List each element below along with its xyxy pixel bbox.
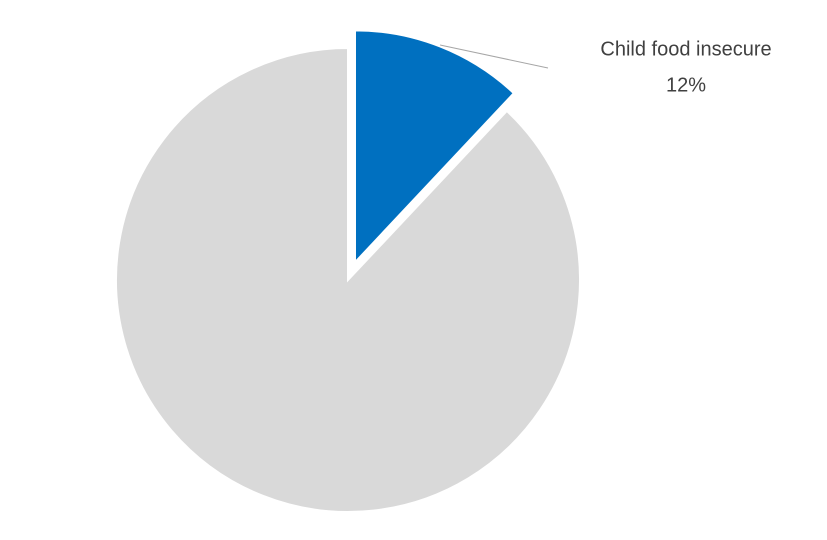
slice-label: Child food insecure	[600, 38, 771, 60]
pie-slice	[115, 46, 581, 513]
slice-value-label: 12%	[666, 74, 706, 96]
leader-line	[439, 44, 549, 69]
pie-slice	[353, 29, 516, 265]
